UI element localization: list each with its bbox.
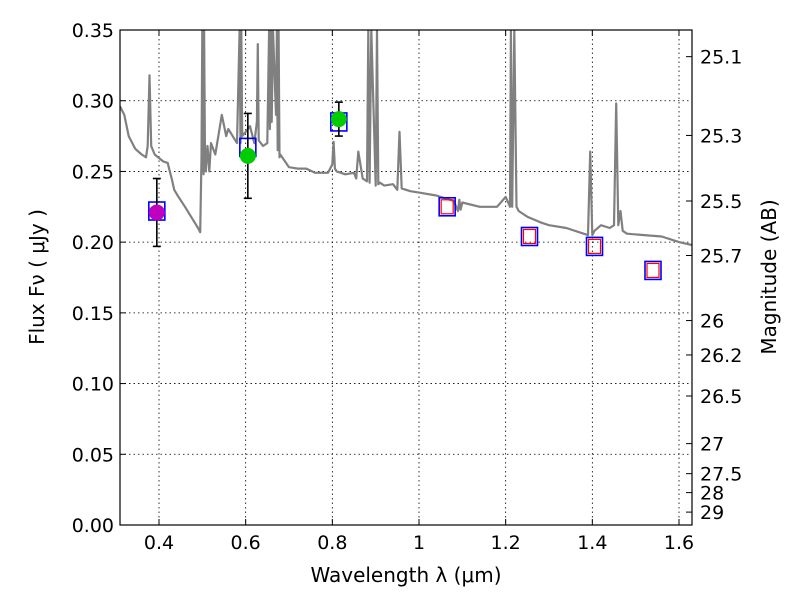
x-tick-label: 0.4 <box>144 532 174 554</box>
spectrum-line <box>120 30 692 247</box>
y2-tick-label: 28 <box>700 483 724 505</box>
y-tick-label: 0.25 <box>72 161 114 183</box>
grid <box>120 30 692 525</box>
y2-tick-label: 27 <box>700 434 724 456</box>
y-tick-label: 0.30 <box>72 91 114 113</box>
y-tick-label: 0.10 <box>72 374 114 396</box>
y-tick-label: 0.00 <box>72 515 114 537</box>
y-tick-label: 0.05 <box>72 444 114 466</box>
observed-photometry-point <box>239 147 256 164</box>
x-tick-label: 1.4 <box>577 532 607 554</box>
ir-photometry-marker <box>646 262 660 279</box>
y2-tick-label: 25.5 <box>700 191 742 213</box>
y2-tick-label: 25.1 <box>700 47 742 69</box>
y-tick-label: 0.20 <box>72 232 114 254</box>
x-tick-label: 1.2 <box>491 532 521 554</box>
observed-photometry-point <box>148 204 165 221</box>
y-tick-label: 0.15 <box>72 303 114 325</box>
axis-ticks <box>120 29 692 526</box>
model-photometry-marker <box>644 260 662 281</box>
model-photometry-marker <box>585 236 604 257</box>
ir-photometry-marker <box>522 228 537 245</box>
plot-area <box>120 30 692 281</box>
x-axis-label: Wavelength λ (μm) <box>310 563 501 587</box>
y2-tick-label: 27.5 <box>700 464 742 486</box>
y-tick-label: 0.35 <box>72 20 114 42</box>
plot-background <box>120 30 692 525</box>
y2-tick-label: 29 <box>700 502 724 524</box>
x-tick-label: 0.6 <box>231 532 261 554</box>
model-photometry-marker <box>438 196 456 217</box>
y2-tick-label: 26 <box>700 311 724 333</box>
x-tick-label: 1 <box>413 532 425 554</box>
x-tick-label: 0.8 <box>317 532 347 554</box>
axis-tick-labels: 0.4 0.6 0.8 1 1.2 1.4 1.6 0.00 0.05 0.10 0.15 0.20 0… <box>72 20 743 554</box>
y2-tick-label: 25.7 <box>700 245 742 267</box>
observed-photometry-point <box>330 111 347 128</box>
ir-photometry-marker <box>440 199 454 215</box>
y2-axis-label: Magnitude (AB) <box>757 199 781 354</box>
y2-tick-label: 25.3 <box>700 125 742 147</box>
y2-tick-label: 26.5 <box>700 386 742 408</box>
y-axis-label: Flux Fν ( μJy ) <box>25 209 49 345</box>
x-tick-label: 1.6 <box>664 532 694 554</box>
ir-photometry-marker <box>587 238 602 254</box>
plot-frame <box>119 29 693 526</box>
y2-tick-label: 26.2 <box>700 345 742 367</box>
model-photometry-marker <box>520 226 539 247</box>
